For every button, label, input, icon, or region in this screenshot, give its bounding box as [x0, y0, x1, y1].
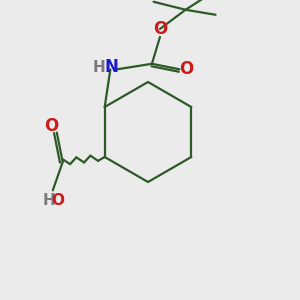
- Text: O: O: [153, 20, 167, 38]
- Text: O: O: [179, 60, 194, 78]
- Text: N: N: [104, 58, 118, 76]
- Text: O: O: [51, 193, 64, 208]
- Text: O: O: [44, 117, 58, 135]
- Text: H: H: [93, 60, 106, 75]
- Text: H: H: [42, 193, 55, 208]
